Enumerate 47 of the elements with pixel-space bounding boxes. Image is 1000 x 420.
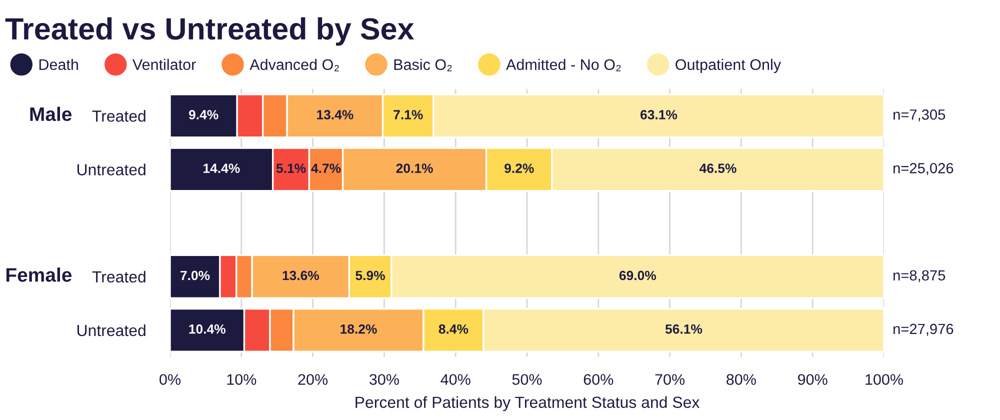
x-tick-label: 10% [227, 374, 256, 385]
x-tick-label: 20% [298, 374, 328, 385]
chart-title: Treated vs Untreated by Sex [5, 17, 414, 46]
x-tick-label: 60% [584, 374, 614, 385]
data-label: 9.2% [504, 164, 534, 173]
y-tick-label: Untreated [77, 164, 146, 176]
text: n=7,305 [894, 109, 946, 122]
data-label: 56.1% [665, 324, 702, 334]
data-label: 8.4% [438, 324, 468, 334]
data-label: 5.1% [276, 164, 306, 173]
data-label: 14.4% [204, 164, 240, 173]
legend-label: Death [39, 58, 78, 70]
y-tick-label: Treated [92, 110, 146, 122]
data-label: 20.1% [396, 164, 433, 173]
data-label: 18.2% [340, 324, 377, 334]
data-label: 13.6% [282, 270, 320, 280]
data-label: 69.0% [619, 270, 656, 280]
x-tick-label: 40% [440, 374, 470, 385]
data-label: 7.0% [180, 270, 210, 280]
data-label: 7.1% [394, 110, 423, 120]
text: Female [6, 268, 72, 282]
x-tick-label: 90% [798, 374, 828, 385]
y-tick-label: Untreated [77, 324, 146, 336]
text: n=8,875 [894, 270, 946, 282]
x-tick-label: 30% [369, 374, 399, 385]
data-label: 13.4% [317, 110, 354, 120]
legend-label: Advanced O₂ [250, 58, 339, 72]
text: n=27,976 [894, 324, 954, 336]
legend-label: Outpatient Only [676, 58, 782, 74]
x-tick-label: 100% [866, 374, 903, 385]
text: Male [30, 106, 72, 122]
text: n=25,026 [894, 163, 954, 176]
legend-label: Basic O₂ [394, 58, 452, 72]
data-label: 10.4% [189, 324, 226, 334]
data-label: 4.7% [311, 164, 341, 173]
data-label: 9.4% [188, 110, 218, 120]
data-label: 5.9% [356, 270, 385, 280]
x-axis-title: Percent of Patients by Treatment Status and Sex [356, 396, 700, 412]
legend-label: Ventilator [132, 58, 196, 70]
x-tick-label: 80% [726, 374, 756, 385]
x-tick-label: 0% [160, 374, 180, 385]
data-label: 46.5% [699, 164, 736, 173]
y-tick-label: Treated [92, 270, 146, 283]
x-tick-label: 70% [655, 374, 685, 385]
x-tick-label: 50% [512, 374, 542, 385]
legend-label: Admitted - No O₂ [506, 58, 621, 72]
data-label: 63.1% [640, 110, 678, 120]
